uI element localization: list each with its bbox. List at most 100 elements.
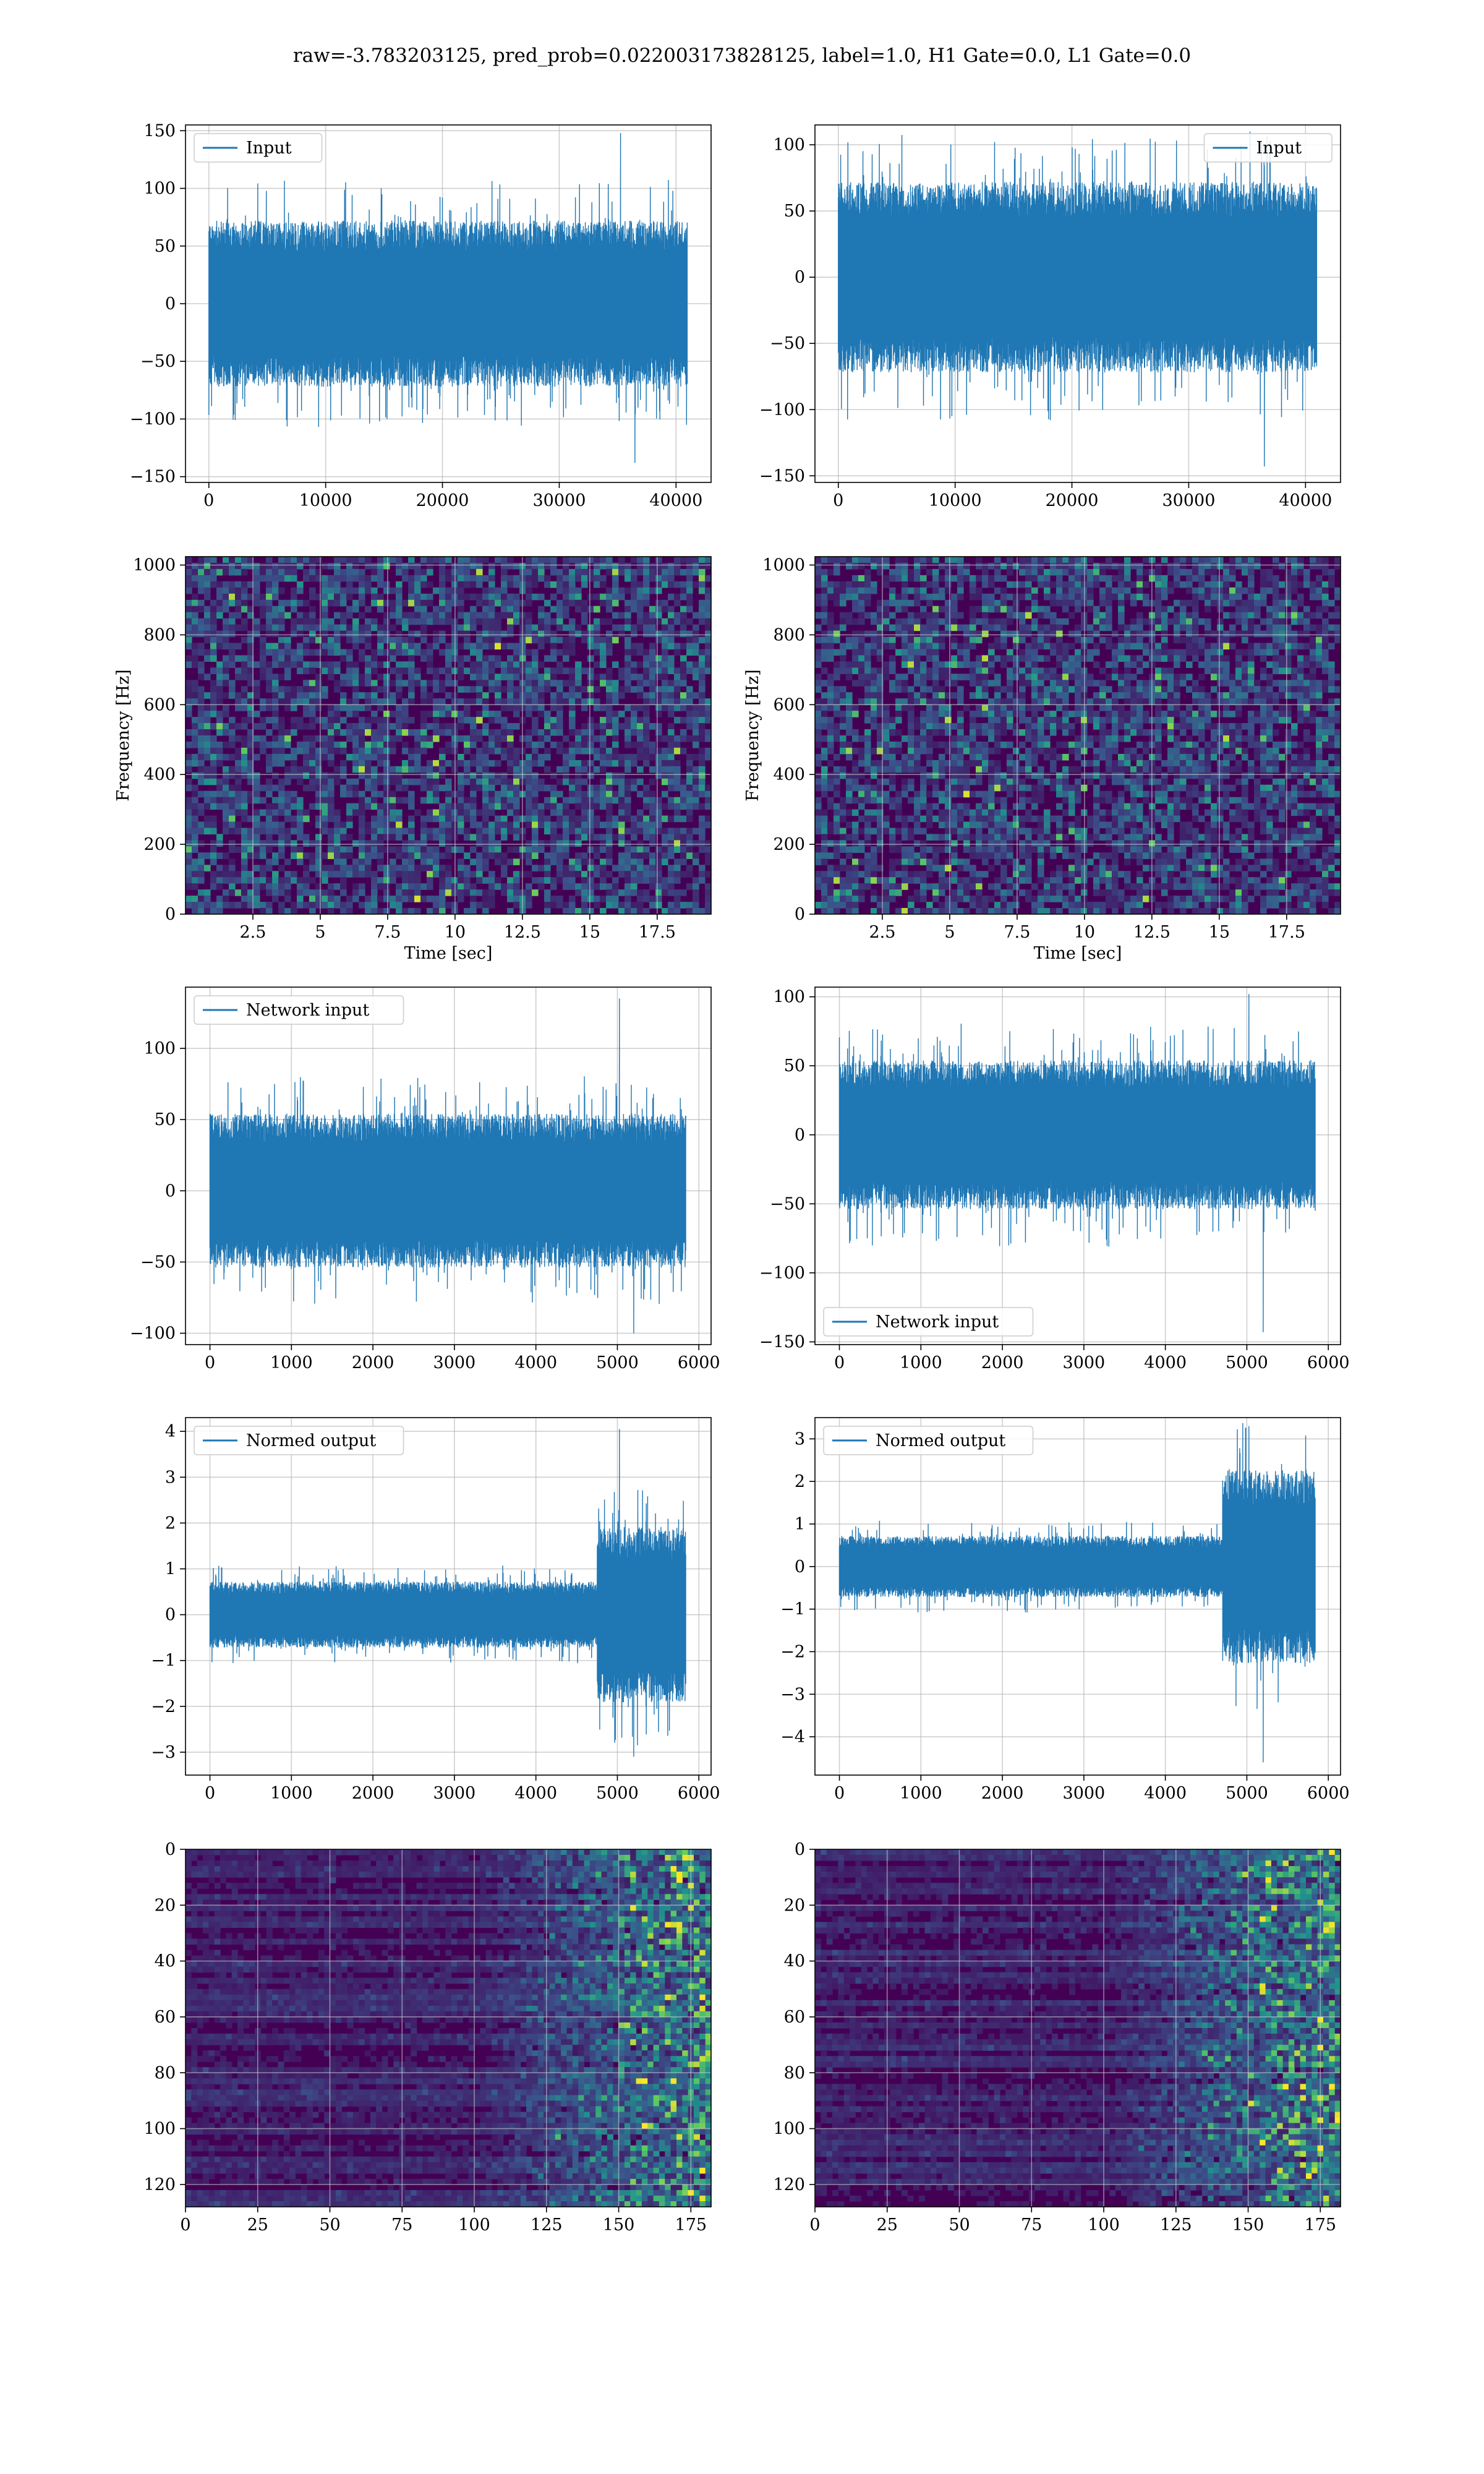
y-tick-label: 120 [143,2175,176,2194]
y-tick-label: −3 [780,1685,805,1704]
y-tick-label: −100 [130,1324,176,1343]
x-tick-label: 40000 [1279,491,1332,510]
series-line-network-input [209,998,686,1333]
legend-label: Network input [876,1312,999,1332]
axes-frame [814,556,1341,915]
y-tick-label: 50 [155,237,176,256]
legend-box [194,133,323,163]
y-tick-label: −150 [130,468,176,487]
y-tick-label: 100 [773,988,805,1007]
heatmap-image [815,1849,1341,2207]
y-tick-label: −150 [759,466,805,486]
x-tick-label: 150 [603,2215,635,2235]
axes-frame [185,987,712,1345]
legend: Network input [823,1307,1034,1337]
y-tick-label: −100 [130,409,176,429]
y-tick-label: 120 [773,2175,805,2194]
x-tick-label: 6000 [1307,1353,1350,1372]
x-tick-label: 50 [949,2215,970,2235]
y-tick-label: 50 [784,1056,805,1076]
axes-frame [814,987,1341,1345]
axes-frame [814,1417,1341,1776]
axes-frame [185,1417,712,1776]
y-tick-label: −50 [140,352,176,371]
x-tick-label: 6000 [1307,1784,1350,1803]
x-tick-label: 0 [834,1784,845,1803]
y-tick-label: 200 [143,835,176,854]
y-tick-label: −2 [780,1642,805,1661]
y-tick-label: 1 [795,1515,805,1534]
x-tick-label: 2000 [981,1784,1024,1803]
subplot-input-h1: 0 10000 20000 30000 40000 −150 −100 −50 0 50 100 15… [130,121,712,510]
y-tick-label: −50 [140,1252,176,1272]
legend-label: Input [1256,139,1302,158]
x-tick-label: 3000 [1063,1784,1106,1803]
x-tick-label: 150 [1232,2215,1264,2235]
x-tick-label: 4000 [1144,1784,1187,1803]
y-tick-label: −100 [759,1264,805,1283]
legend: Normed output [823,1426,1034,1455]
x-tick-label: 1000 [900,1784,942,1803]
y-tick-label: 60 [784,2008,805,2027]
subplot-feature-map-l1: 0 25 50 75 100 125 150 175 0 20 40 60 80 100 120 [773,1840,1341,2235]
subplot-spectrogram-h1: 2.5 5 7.5 10 12.5 15 17.5 0 200 400 600 800 1000 Time… [114,556,712,963]
y-axis-label: Frequency [Hz] [114,669,133,801]
y-tick-label: 20 [155,1896,176,1915]
legend-box [823,1307,1034,1337]
y-tick-label: 2 [165,1513,176,1533]
y-tick-label: −1 [151,1651,176,1671]
x-tick-label: 5000 [1226,1784,1268,1803]
x-tick-label: 6000 [678,1353,720,1372]
y-tick-label: 80 [784,2063,805,2082]
y-tick-label: −100 [759,400,805,419]
x-tick-label: 0 [809,2215,820,2235]
x-axis-label: Time [sec] [1034,944,1122,963]
x-tick-label: 5 [315,923,325,942]
x-tick-label: 3000 [1063,1353,1106,1372]
y-tick-label: 50 [784,202,805,221]
y-tick-label: 0 [165,1606,176,1625]
x-tick-label: 5000 [1226,1353,1268,1372]
figure-title: raw=-3.783203125, pred_prob=0.0220031738… [293,45,1191,67]
x-tick-label: 0 [833,491,843,510]
x-tick-label: 17.5 [639,923,676,942]
x-tick-label: 75 [391,2215,412,2235]
x-tick-label: 5 [944,923,955,942]
y-tick-label: 40 [155,1952,176,1971]
x-tick-label: 2.5 [239,923,266,942]
y-tick-label: 3 [795,1429,805,1449]
x-tick-label: 12.5 [504,923,541,942]
y-tick-label: 100 [773,135,805,155]
y-tick-label: 0 [795,268,805,287]
x-tick-label: 25 [877,2215,898,2235]
y-tick-label: −150 [759,1333,805,1352]
y-tick-label: 0 [165,905,176,924]
x-tick-label: 100 [1088,2215,1120,2235]
x-tick-label: 12.5 [1133,923,1171,942]
x-tick-label: 6000 [678,1784,720,1803]
legend: Network input [194,995,404,1025]
x-tick-label: 10000 [299,491,352,510]
x-tick-label: 3000 [433,1784,476,1803]
subplot-normed-output-l1: 0 1000 2000 3000 4000 5000 6000 −4 −3 −2 −1 0 1 2 3 Nor… [780,1417,1350,1803]
y-tick-label: 400 [773,765,805,784]
series-line-normed-output [838,1423,1316,1763]
x-tick-label: 7.5 [1004,923,1030,942]
y-tick-label: 1000 [762,556,805,575]
y-tick-label: 100 [143,179,176,199]
x-tick-label: 125 [1160,2215,1192,2235]
x-tick-label: 4000 [514,1353,557,1372]
y-axis-label: Frequency [Hz] [743,669,762,801]
x-tick-label: 2000 [352,1353,394,1372]
y-tick-label: 600 [143,695,176,714]
y-tick-label: 200 [773,835,805,854]
y-tick-label: 80 [155,2063,176,2082]
y-tick-label: 0 [795,905,805,924]
x-tick-label: 5000 [596,1353,639,1372]
x-tick-label: 30000 [1162,491,1215,510]
y-tick-label: 0 [795,1126,805,1145]
series-line-input [208,133,688,463]
y-tick-label: 1000 [133,556,176,575]
x-tick-label: 1000 [270,1784,313,1803]
